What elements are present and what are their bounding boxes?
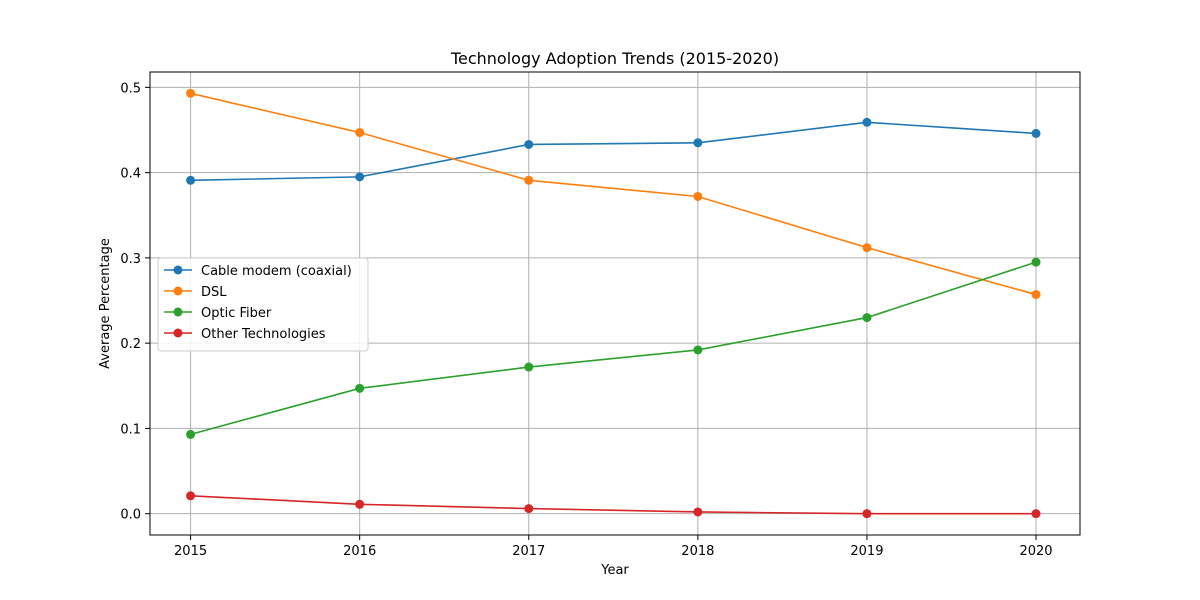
y-tick-label: 0.2 <box>120 337 141 352</box>
data-point <box>524 139 534 149</box>
legend-swatch-marker <box>173 265 183 275</box>
legend-item: Optic Fiber <box>164 306 272 321</box>
data-point <box>524 175 534 185</box>
x-axis-title: Year <box>600 563 629 578</box>
data-point <box>186 88 196 98</box>
data-point <box>693 138 703 148</box>
data-point <box>862 313 872 323</box>
legend-label: Other Technologies <box>201 327 326 342</box>
x-tick-label: 2020 <box>1019 544 1052 559</box>
data-point <box>1031 128 1041 138</box>
series-line <box>190 92 1037 296</box>
legend: Cable modem (coaxial) DSL Optic Fiber Other… <box>157 257 369 352</box>
y-tick-label: 0.1 <box>120 422 141 437</box>
legend-swatch-marker <box>173 307 183 317</box>
legend-label: Optic Fiber <box>201 306 272 321</box>
y-tick-label: 0.3 <box>120 252 141 267</box>
legend-label: DSL <box>201 285 227 300</box>
series-line <box>190 121 1037 182</box>
series-line <box>190 261 1037 436</box>
data-point <box>355 383 365 393</box>
data-point <box>186 175 196 185</box>
data-point <box>524 504 534 514</box>
data-point <box>862 243 872 253</box>
chart-title: Technology Adoption Trends (2015-2020) <box>450 49 779 68</box>
series-line <box>190 494 1037 515</box>
legend-item: Cable modem (coaxial) <box>164 264 352 279</box>
data-point <box>524 362 534 372</box>
data-point <box>186 429 196 439</box>
y-tick-label: 0.5 <box>120 81 141 96</box>
data-point <box>355 128 365 138</box>
x-tick-label: 2019 <box>850 544 883 559</box>
x-axis: 2015 2016 2017 2018 2019 2020 <box>174 535 1053 559</box>
legend-swatch-marker <box>173 286 183 296</box>
data-point <box>1031 290 1041 300</box>
data-point <box>186 491 196 501</box>
data-point <box>355 499 365 509</box>
legend-swatch-marker <box>173 328 183 338</box>
y-axis-title: Average Percentage <box>98 238 113 369</box>
series <box>186 117 1041 185</box>
data-point <box>862 117 872 127</box>
series <box>186 491 1041 519</box>
data-point <box>1031 257 1041 267</box>
plot-area-frame <box>149 71 1081 536</box>
x-tick-label: 2016 <box>343 544 376 559</box>
y-axis: 0.0 0.1 0.2 0.3 0.4 0.5 <box>120 81 150 523</box>
series <box>186 88 1041 300</box>
data-point <box>1031 509 1041 519</box>
legend-box <box>157 257 369 352</box>
y-tick-label: 0.0 <box>120 508 141 523</box>
data-point <box>355 172 365 182</box>
data-point <box>693 345 703 355</box>
legend-item: DSL <box>164 285 227 300</box>
data-point <box>693 191 703 201</box>
data-point <box>693 507 703 517</box>
data-point <box>862 509 872 519</box>
x-tick-label: 2017 <box>512 544 545 559</box>
x-tick-label: 2015 <box>174 544 207 559</box>
x-tick-label: 2018 <box>681 544 714 559</box>
y-tick-label: 0.4 <box>120 167 141 182</box>
series-layer <box>186 88 1041 519</box>
series <box>186 257 1041 439</box>
legend-label: Cable modem (coaxial) <box>201 264 352 279</box>
legend-item: Other Technologies <box>164 327 326 342</box>
